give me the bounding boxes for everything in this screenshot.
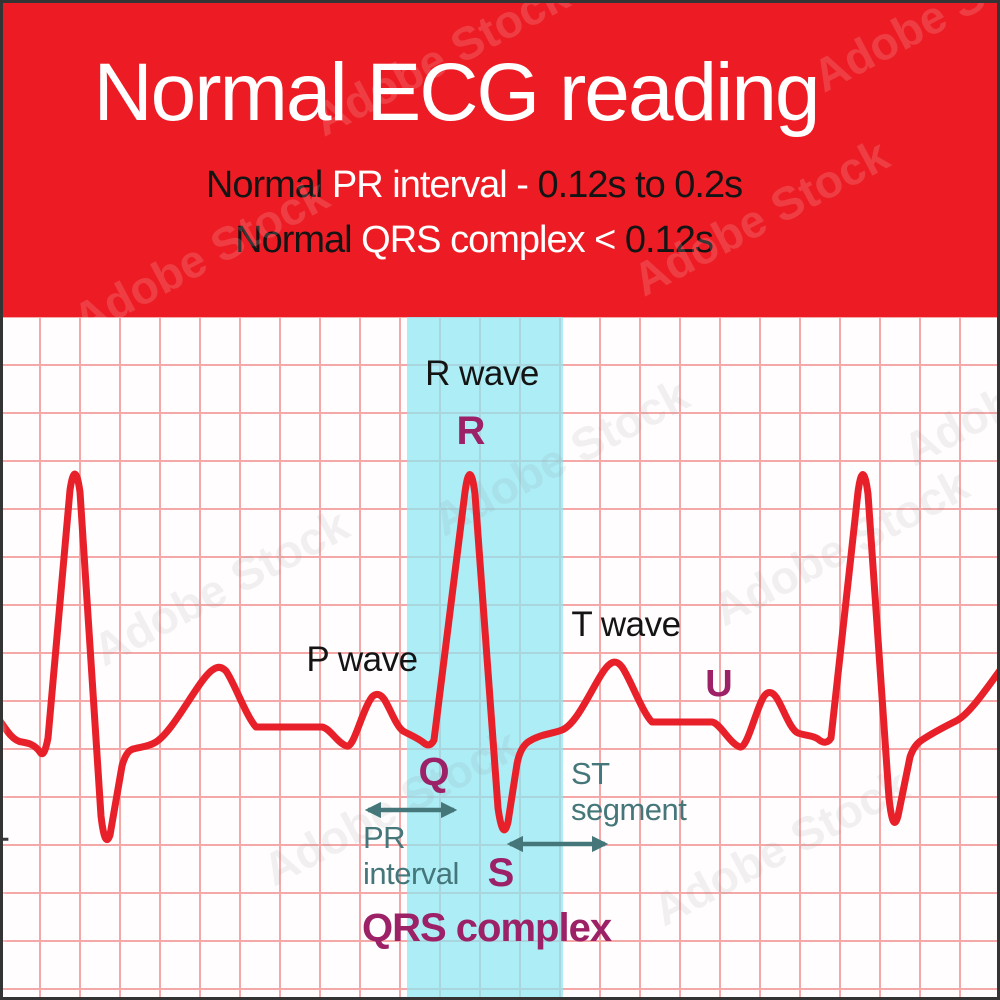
u-wave-label: U	[705, 663, 733, 705]
t-wave-label: T wave	[571, 605, 681, 644]
page-title: Normal ECG reading	[93, 47, 820, 138]
p-wave-label: P wave	[306, 640, 418, 679]
qrs-complex-label: QRS complex	[362, 906, 612, 950]
r-wave-label: R wave	[425, 354, 539, 393]
watermark-vertical: Adobe Stock | #901512337	[0, 695, 9, 996]
pr-note-value: 0.12s to 0.2s	[537, 164, 744, 206]
r-peak-label: R	[456, 409, 486, 453]
pr-interval-label: PR interval	[363, 820, 459, 891]
pr-note-highlight: PR interval -	[331, 164, 538, 206]
qrs-note-value: 0.12s	[624, 219, 714, 261]
qrs-note-prefix: Normal	[235, 219, 362, 261]
pr-note-prefix: Normal	[205, 164, 332, 206]
header-banner: Normal ECG reading Normal PR interval - …	[0, 0, 1000, 317]
ecg-trace	[0, 470, 1000, 843]
q-wave-label: Q	[418, 750, 450, 794]
s-wave-label: S	[487, 851, 515, 895]
pr-interval-note: Normal PR interval - 0.12s to 0.2s	[0, 162, 974, 208]
qrs-complex-note: Normal QRS complex < 0.12s	[0, 217, 974, 263]
st-segment-label: ST segment	[571, 756, 687, 827]
qrs-note-highlight: QRS complex <	[361, 219, 625, 261]
